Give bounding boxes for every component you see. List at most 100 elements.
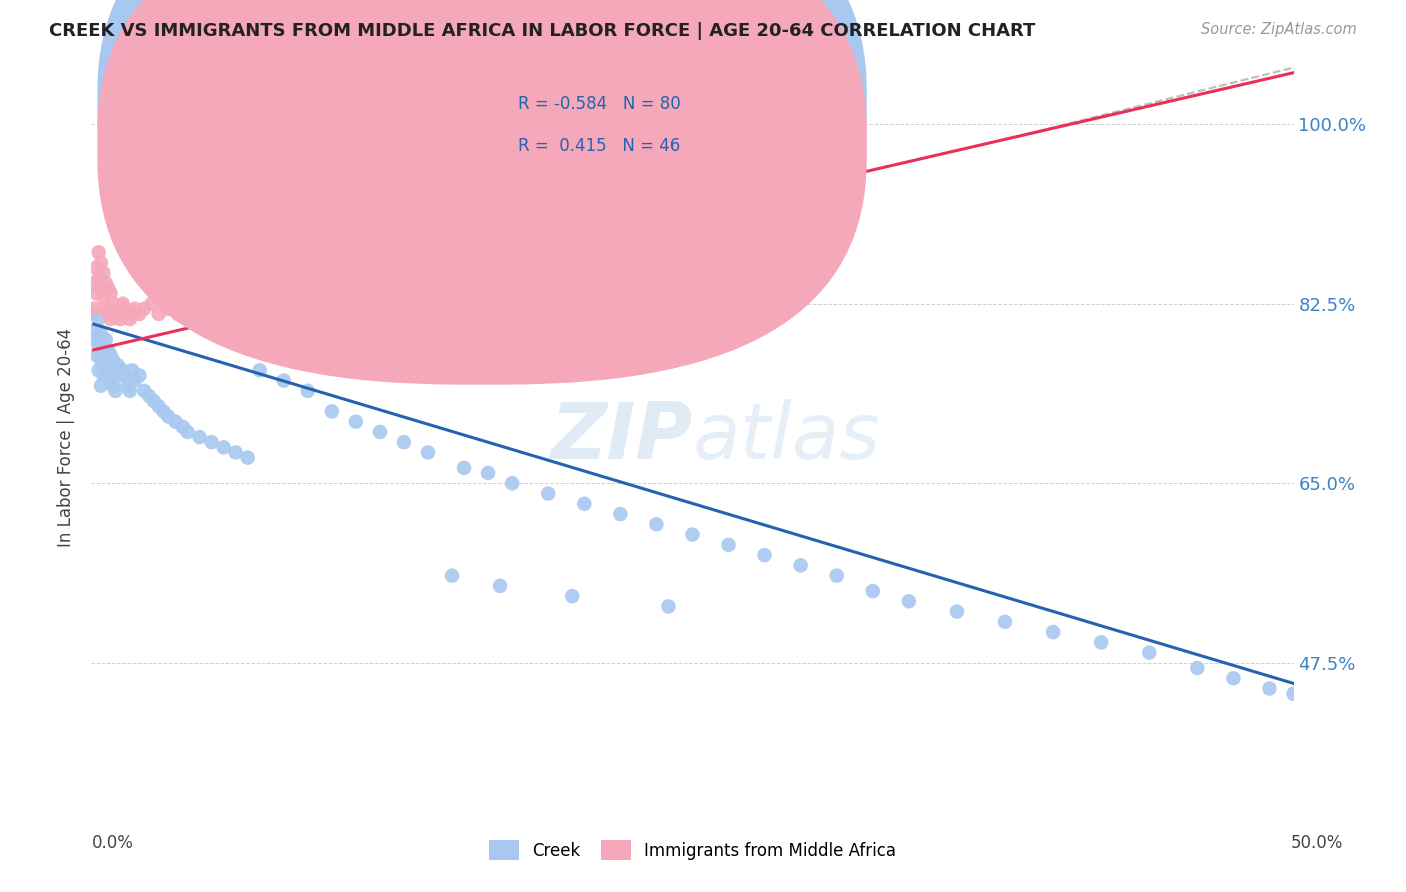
- Point: [90, 281, 112, 295]
- Point: [321, 404, 343, 418]
- Point: [111, 363, 134, 377]
- Point: [148, 307, 170, 321]
- Point: [90, 353, 112, 368]
- Y-axis label: In Labor Force | Age 20-64: In Labor Force | Age 20-64: [58, 327, 76, 547]
- Point: [862, 584, 884, 599]
- Point: [1090, 635, 1112, 649]
- Point: [157, 301, 180, 316]
- Point: [1042, 625, 1064, 640]
- Point: [121, 307, 143, 321]
- Point: [717, 538, 740, 552]
- Point: [501, 476, 523, 491]
- Point: [176, 312, 198, 326]
- Point: [97, 343, 120, 357]
- Point: [172, 419, 194, 434]
- Point: [368, 363, 391, 377]
- Point: [110, 312, 132, 326]
- Point: [97, 368, 120, 383]
- Point: [121, 363, 143, 377]
- Point: [84, 348, 107, 362]
- Point: [225, 333, 247, 347]
- Point: [1187, 661, 1209, 675]
- Point: [84, 322, 107, 336]
- Text: Source: ZipAtlas.com: Source: ZipAtlas.com: [1201, 22, 1357, 37]
- Point: [141, 199, 163, 213]
- Point: [128, 307, 150, 321]
- Point: [83, 307, 105, 321]
- Point: [104, 301, 127, 316]
- Point: [368, 425, 391, 439]
- Point: [128, 178, 150, 193]
- Point: [107, 358, 129, 372]
- Point: [176, 425, 198, 439]
- Point: [321, 353, 343, 368]
- Point: [107, 307, 129, 321]
- Text: atlas: atlas: [692, 399, 880, 475]
- Point: [138, 389, 160, 403]
- Point: [93, 368, 115, 383]
- Point: [188, 430, 211, 444]
- Point: [609, 507, 631, 521]
- Point: [561, 589, 583, 603]
- Point: [897, 594, 920, 608]
- Point: [416, 445, 439, 459]
- Point: [87, 245, 110, 260]
- Point: [118, 312, 141, 326]
- Point: [392, 368, 415, 383]
- Text: R = -0.584   N = 80: R = -0.584 N = 80: [519, 95, 681, 113]
- FancyBboxPatch shape: [434, 70, 789, 186]
- Point: [477, 466, 499, 480]
- Point: [100, 312, 122, 326]
- Point: [152, 404, 174, 418]
- Point: [537, 486, 560, 500]
- Point: [93, 266, 115, 280]
- Text: 0.0%: 0.0%: [91, 834, 134, 852]
- Point: [165, 415, 187, 429]
- Point: [994, 615, 1017, 629]
- Point: [249, 337, 271, 351]
- Point: [392, 435, 415, 450]
- Text: CREEK VS IMMIGRANTS FROM MIDDLE AFRICA IN LABOR FORCE | AGE 20-64 CORRELATION CH: CREEK VS IMMIGRANTS FROM MIDDLE AFRICA I…: [49, 22, 1036, 40]
- Point: [344, 415, 367, 429]
- Point: [167, 307, 190, 321]
- Point: [142, 394, 165, 409]
- Point: [93, 343, 115, 357]
- Point: [97, 307, 120, 321]
- Point: [148, 399, 170, 413]
- Point: [83, 276, 105, 290]
- Point: [440, 568, 463, 582]
- Point: [124, 301, 146, 316]
- Point: [100, 374, 122, 388]
- Point: [90, 327, 112, 342]
- Point: [87, 363, 110, 377]
- Point: [94, 276, 117, 290]
- Point: [111, 296, 134, 310]
- Point: [84, 286, 107, 301]
- Point: [273, 374, 295, 388]
- Point: [1282, 687, 1305, 701]
- Point: [946, 605, 969, 619]
- Point: [754, 548, 776, 562]
- Point: [87, 312, 110, 326]
- Point: [117, 189, 139, 203]
- Point: [681, 527, 703, 541]
- Text: ZIP: ZIP: [550, 399, 692, 475]
- Point: [344, 358, 367, 372]
- FancyBboxPatch shape: [97, 0, 866, 343]
- Point: [157, 409, 180, 424]
- Point: [90, 378, 112, 392]
- Point: [93, 292, 115, 306]
- Point: [117, 307, 139, 321]
- Point: [87, 271, 110, 285]
- Text: R =  0.415   N = 46: R = 0.415 N = 46: [519, 136, 681, 154]
- Point: [1258, 681, 1281, 696]
- Point: [657, 599, 679, 614]
- Point: [104, 363, 127, 377]
- Point: [297, 348, 319, 362]
- Point: [101, 378, 124, 392]
- Point: [225, 445, 247, 459]
- Point: [104, 384, 127, 398]
- Point: [94, 301, 117, 316]
- Point: [117, 378, 139, 392]
- Point: [453, 461, 475, 475]
